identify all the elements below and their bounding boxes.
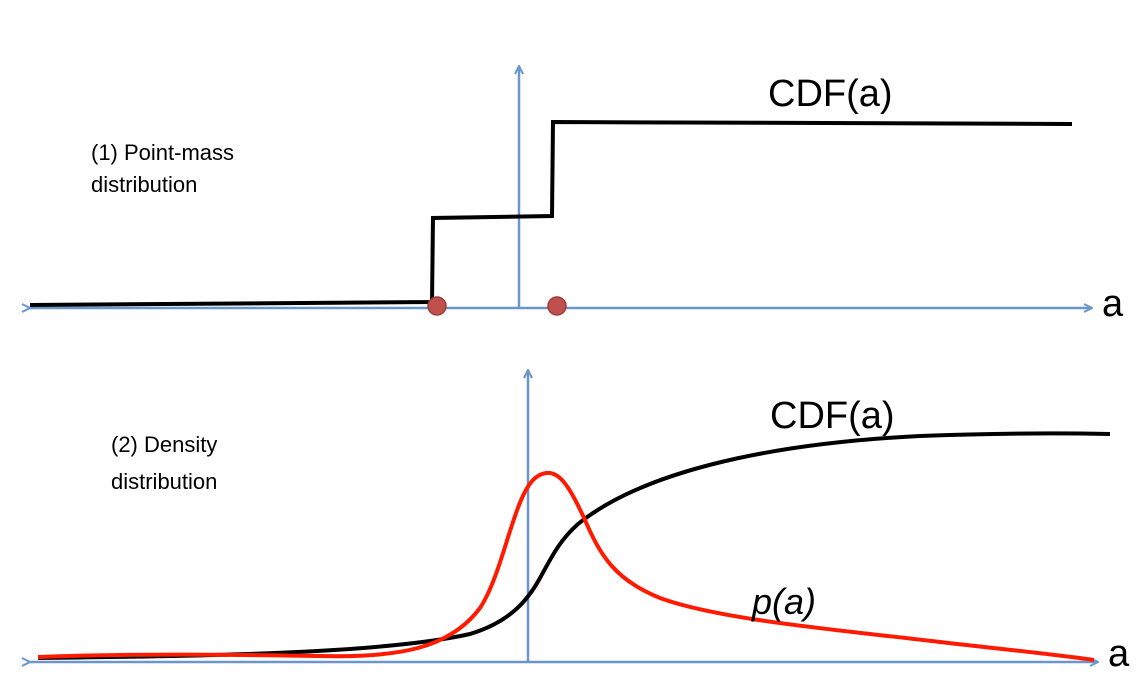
panel-point-mass: (1) Point-mass distribution CDF(a) a [30, 66, 1124, 325]
panel-density: (2) Density distribution CDF(a) p(a) a [30, 370, 1130, 675]
point-mass-dot-1 [427, 296, 447, 316]
cdf-smooth-curve [37, 431, 1111, 660]
pdf-label: p(a) [751, 581, 816, 622]
panel2-label-line1: (2) Density [111, 432, 217, 457]
panel2-label-line2: distribution [111, 469, 217, 494]
point-mass-dot-2 [547, 296, 567, 316]
pdf-curve [37, 470, 1095, 662]
cdf-step-curve [29, 119, 1073, 307]
panel1-cdf-label: CDF(a) [768, 73, 893, 115]
panel1-label-line2: distribution [91, 172, 197, 197]
panel1-axis-label: a [1102, 283, 1124, 325]
panel2-axis-label: a [1108, 633, 1130, 675]
panel2-cdf-label: CDF(a) [770, 395, 895, 437]
panel1-label-line1: (1) Point-mass [91, 140, 234, 165]
